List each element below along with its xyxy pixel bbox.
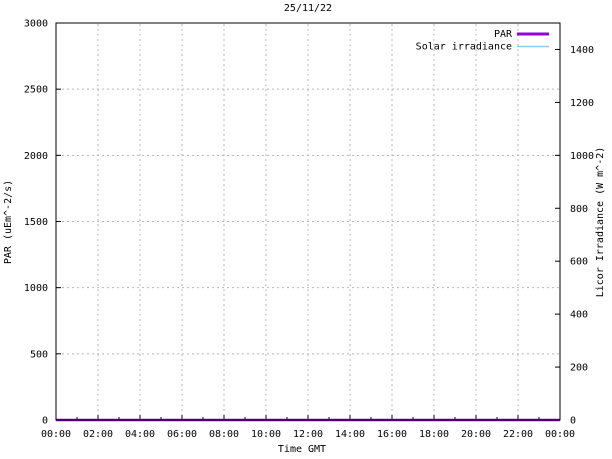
grid-layer (57, 24, 559, 419)
x-tick-label: 00:00 (41, 429, 71, 440)
x-axis-label: Time GMT (278, 444, 326, 455)
y-right-tick-label: 0 (570, 416, 576, 427)
y-right-tick-label: 400 (570, 310, 588, 321)
y-left-tick-label: 0 (42, 416, 48, 427)
y-right-tick-label: 1400 (570, 45, 594, 56)
x-tick-label: 14:00 (335, 429, 365, 440)
y-axis-left-label: PAR (uEm^-2/s) (3, 180, 14, 264)
plot-border-layer (55, 22, 561, 421)
x-tick-label: 12:00 (293, 429, 323, 440)
x-tick-label: 06:00 (167, 429, 197, 440)
x-tick-label: 08:00 (209, 429, 239, 440)
y-left-tick-label: 3000 (24, 19, 48, 30)
x-tick-label: 10:00 (251, 429, 281, 440)
y-right-tick-label: 600 (570, 257, 588, 268)
legend: PAR Solar irradiance (416, 29, 549, 53)
y-right-tick-label: 800 (570, 204, 588, 215)
y-right-tick-label: 200 (570, 363, 588, 374)
legend-label-solar-irradiance: Solar irradiance (416, 42, 512, 53)
chart-title: 25/11/22 (284, 3, 332, 14)
y-left-tick-label: 1000 (24, 283, 48, 294)
legend-label-par: PAR (494, 29, 513, 40)
x-tick-label: 04:00 (125, 429, 155, 440)
y-left-tick-label: 1500 (24, 217, 48, 228)
y-right-tick-label: 1000 (570, 151, 594, 162)
x-tick-label: 00:00 (545, 429, 575, 440)
x-tick-label: 22:00 (503, 429, 533, 440)
x-tick-label: 18:00 (419, 429, 449, 440)
plot-border (55, 22, 561, 421)
y-right-tick-label: 1200 (570, 98, 594, 109)
y-left-tick-label: 2500 (24, 85, 48, 96)
tick-labels-layer: 00:00 02:00 04:00 06:00 08:00 10:00 12:00 14:00… (24, 19, 594, 441)
y-axis-right-label: Licor Irradiance (W m^-2) (595, 147, 606, 298)
x-tick-label: 16:00 (377, 429, 407, 440)
y-left-tick-label: 2000 (24, 151, 48, 162)
y-left-tick-label: 500 (30, 349, 48, 360)
x-tick-label: 02:00 (83, 429, 113, 440)
x-tick-label: 20:00 (461, 429, 491, 440)
